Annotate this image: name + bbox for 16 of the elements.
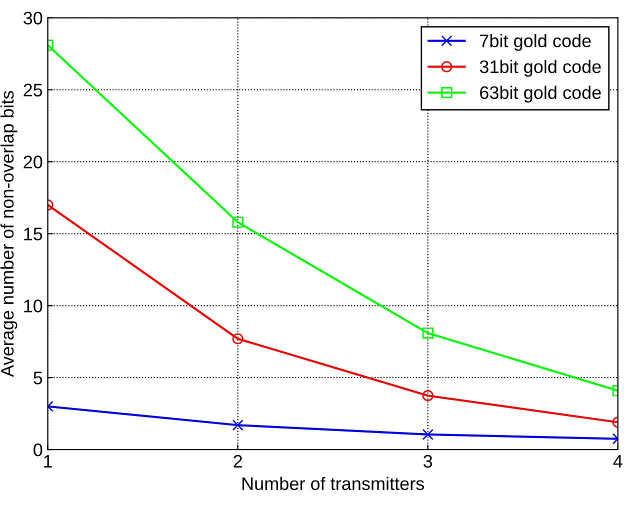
y-tick-label: 10	[24, 300, 42, 312]
x-tick-label: 2	[234, 454, 242, 468]
y-tick-label: 15	[24, 228, 42, 240]
x-tick-label: 1	[44, 455, 52, 468]
legend-label: 7bit gold code	[480, 34, 591, 51]
y-tick-label: 5	[34, 372, 42, 384]
y-tick-label: 20	[24, 156, 42, 168]
y-tick-label: 0	[34, 444, 42, 456]
y-axis-title: Average number of non-overlap bits	[0, 90, 18, 377]
x-tick-label: 4	[613, 455, 622, 468]
x-axis-title: Number of transmitters	[242, 476, 424, 490]
y-tick-label: 25	[24, 84, 42, 96]
legend-label: 63bit gold code	[480, 86, 601, 103]
legend-label: 31bit gold code	[480, 60, 601, 77]
y-tick-label: 30	[24, 12, 42, 24]
x-tick-label: 3	[424, 454, 432, 468]
